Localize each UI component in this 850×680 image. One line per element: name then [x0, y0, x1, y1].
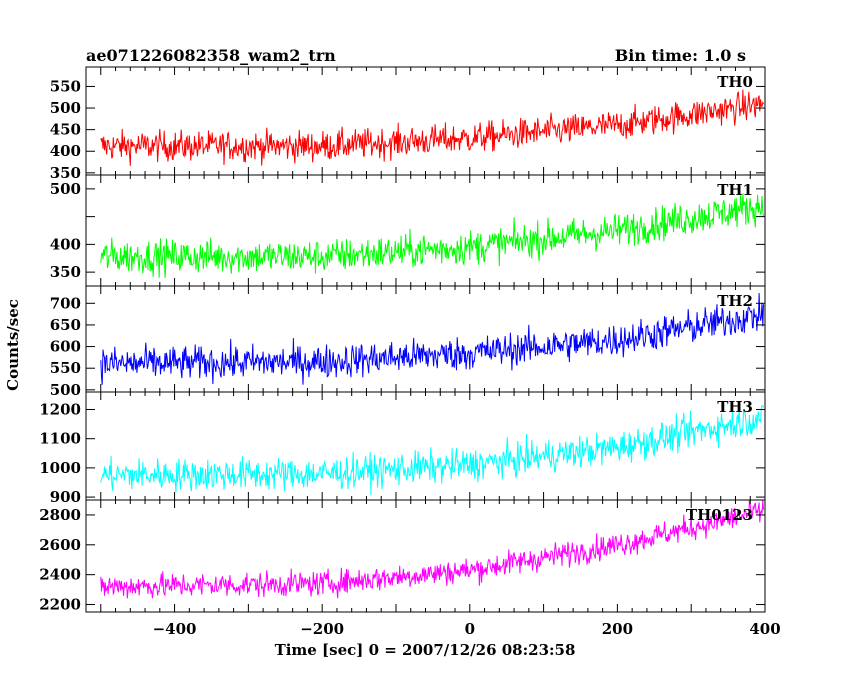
series-line-th0123	[100, 500, 764, 599]
series-label-th2: TH2	[717, 292, 753, 310]
panel-th0123: 2200 2400 2600 2800 TH0123	[39, 499, 766, 614]
series-line-th3	[100, 405, 764, 496]
y-tick-label: 350	[50, 164, 81, 182]
y-tick-label: 500	[50, 99, 81, 117]
y-tick-label: 1000	[39, 459, 81, 477]
chart-title: ae071226082358_wam2_trn	[86, 46, 336, 65]
x-axis-label: Time [sec] 0 = 2007/12/26 08:23:58	[275, 641, 576, 659]
y-tick-label: 550	[50, 77, 81, 95]
y-axis-label: Counts/sec	[4, 299, 22, 391]
series-label-th0123: TH0123	[686, 506, 753, 524]
y-tick-label: 500	[50, 381, 81, 399]
y-tick-label: 450	[50, 121, 81, 139]
y-tick-label: 2600	[39, 536, 81, 554]
series-line-th2	[100, 292, 764, 385]
series-label-th1: TH1	[717, 181, 753, 199]
bin-time-label: Bin time: 1.0 s	[615, 46, 746, 65]
y-tick-label: 400	[50, 142, 81, 160]
panels-group: 350 400 450 500 550 TH0 350 400 500 TH1 500 550 600 6…	[39, 66, 781, 638]
y-tick-label: 650	[50, 316, 81, 334]
x-tick-label: 200	[602, 620, 633, 638]
y-tick-label: 2800	[39, 506, 81, 524]
series-line-th1	[100, 193, 764, 278]
y-tick-label: 550	[50, 359, 81, 377]
panel-frame	[85, 499, 766, 613]
y-tick-label: 2200	[39, 596, 81, 614]
y-tick-label: 1100	[39, 430, 81, 448]
y-tick-label: 500	[50, 180, 81, 198]
y-tick-label: 900	[50, 488, 81, 506]
y-tick-label: 700	[50, 294, 81, 312]
panel-th3: 900 1000 1100 1200 TH3	[39, 391, 766, 506]
x-tick-label: −200	[300, 620, 344, 638]
x-tick-label: −400	[153, 620, 197, 638]
x-tick-label: 0	[465, 620, 475, 638]
panel-frame	[85, 391, 766, 501]
series-label-th0: TH0	[717, 73, 753, 91]
y-tick-label: 2400	[39, 566, 81, 584]
y-tick-label: 350	[50, 263, 81, 281]
panel-th0: 350 400 450 500 550 TH0	[50, 66, 766, 182]
panel-th2: 500 550 600 650 700 TH2	[50, 285, 766, 399]
series-line-th0	[100, 89, 764, 166]
y-tick-label: 1200	[39, 401, 81, 419]
series-label-th3: TH3	[717, 398, 753, 416]
panel-th1: 350 400 500 TH1	[50, 174, 766, 287]
y-tick-label: 600	[50, 338, 81, 356]
x-tick-label: 400	[749, 620, 780, 638]
y-tick-label: 400	[50, 235, 81, 253]
